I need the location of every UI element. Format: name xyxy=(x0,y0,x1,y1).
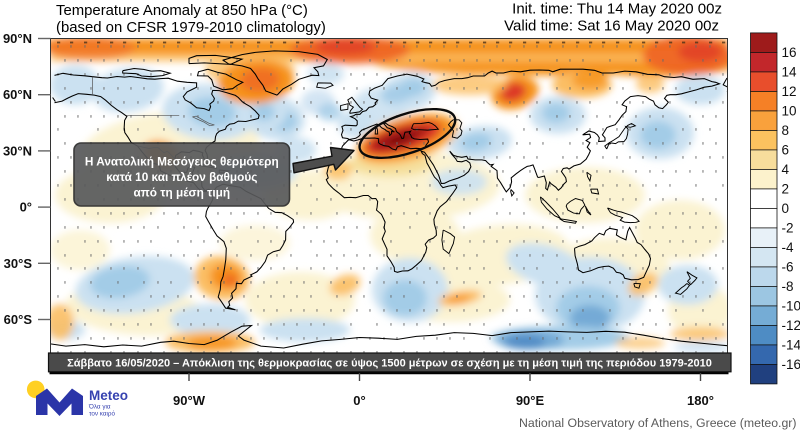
svg-text:National Observatory of Athens: National Observatory of Athens, Greece (… xyxy=(519,416,797,430)
svg-text:0°: 0° xyxy=(353,393,365,408)
svg-text:Valid time: Sat 16 May 2020 00: Valid time: Sat 16 May 2020 00z xyxy=(504,18,719,35)
svg-text:30°S: 30°S xyxy=(4,256,33,271)
svg-text:14: 14 xyxy=(782,65,798,80)
svg-text:από τη μέση τιμή: από τη μέση τιμή xyxy=(134,186,231,200)
svg-text:30°N: 30°N xyxy=(3,143,32,158)
svg-text:-4: -4 xyxy=(782,240,794,255)
svg-text:16: 16 xyxy=(782,45,797,60)
svg-text:90°N: 90°N xyxy=(3,31,32,46)
svg-text:10: 10 xyxy=(782,104,797,119)
svg-text:90°W: 90°W xyxy=(173,393,206,408)
svg-text:Meteo: Meteo xyxy=(89,388,128,403)
svg-text:2: 2 xyxy=(782,182,790,197)
svg-text:60°N: 60°N xyxy=(3,87,32,102)
svg-text:-10: -10 xyxy=(782,299,800,314)
svg-text:-2: -2 xyxy=(782,221,794,236)
svg-text:κατά 10 και πλέον βαθμούς: κατά 10 και πλέον βαθμούς xyxy=(106,170,257,184)
svg-text:Η Ανατολική Μεσόγειος θερμότερ: Η Ανατολική Μεσόγειος θερμότερη xyxy=(85,155,279,169)
svg-text:(based on CFSR 1979-2010 clima: (based on CFSR 1979-2010 climatology) xyxy=(56,20,326,36)
svg-text:-8: -8 xyxy=(782,279,794,294)
svg-text:12: 12 xyxy=(782,84,797,99)
svg-text:0: 0 xyxy=(782,201,790,216)
svg-text:-14: -14 xyxy=(782,338,800,353)
svg-text:Temperature Anomaly at 850 hPa: Temperature Anomaly at 850 hPa (°C) xyxy=(56,3,308,19)
svg-text:60°S: 60°S xyxy=(4,312,33,327)
svg-text:180°: 180° xyxy=(687,393,714,408)
svg-text:Init. time: Thu 14 May 2020 00: Init. time: Thu 14 May 2020 00z xyxy=(512,1,722,18)
svg-text:Σάββατο 16/05/2020 – Απόκλιση: Σάββατο 16/05/2020 – Απόκλιση της θερμοκ… xyxy=(67,358,712,370)
svg-text:6: 6 xyxy=(782,143,790,158)
svg-text:4: 4 xyxy=(782,162,790,177)
svg-text:90°E: 90°E xyxy=(516,393,545,408)
svg-text:Όλα για: Όλα για xyxy=(88,404,111,411)
svg-text:8: 8 xyxy=(782,123,790,138)
svg-text:-16: -16 xyxy=(782,357,800,372)
svg-text:τον καιρό: τον καιρό xyxy=(89,410,115,418)
svg-text:-12: -12 xyxy=(782,318,800,333)
svg-text:-6: -6 xyxy=(782,260,794,275)
svg-text:0°: 0° xyxy=(20,200,32,215)
